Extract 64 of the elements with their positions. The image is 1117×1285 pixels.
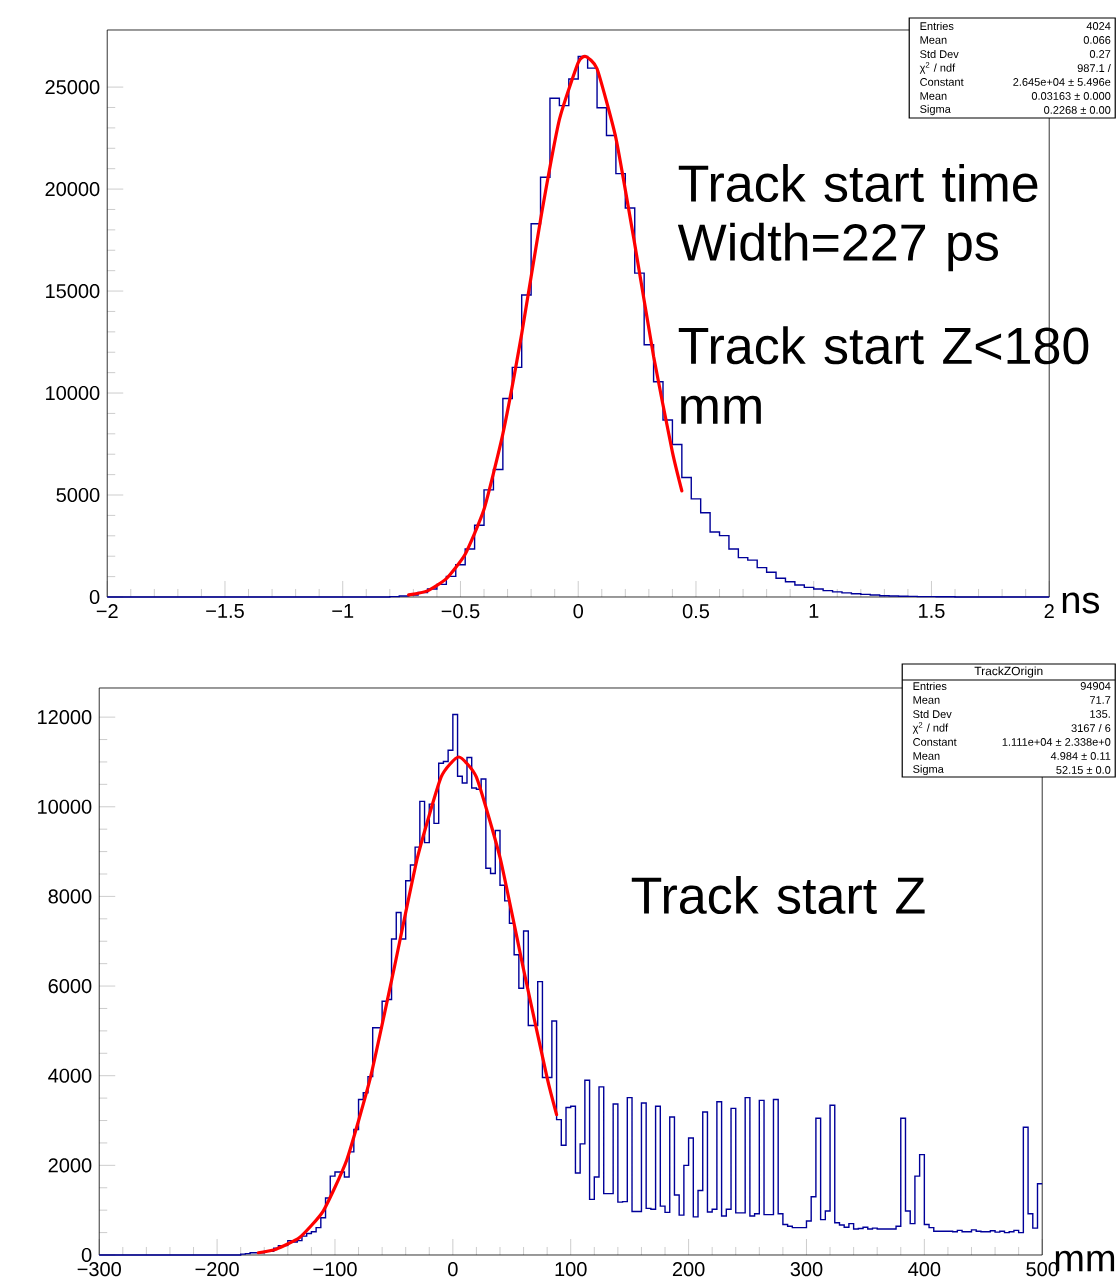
- annotation: Sigma: [920, 104, 951, 116]
- x-tick-label: −0.5: [441, 604, 480, 619]
- text: 0.066: [1083, 36, 1111, 44]
- x-tick-label: 100: [555, 1262, 587, 1277]
- text: 4024: [1086, 22, 1111, 30]
- text: 0.27: [1089, 50, 1111, 58]
- x-tick-label: 1: [809, 604, 819, 618]
- annotation: 1.111e+04 ± 2.338e+0: [1002, 738, 1111, 746]
- text: 71.7: [1089, 696, 1111, 704]
- annotation: Std Dev: [920, 49, 959, 59]
- text: 94904: [1080, 682, 1111, 690]
- text: 987.1 /: [1077, 63, 1111, 73]
- x-tick-label: −100: [313, 1262, 357, 1277]
- annotation: Width=227 ps: [677, 222, 998, 272]
- text: 3167 / 6: [1071, 723, 1111, 733]
- annotation: Mean: [913, 696, 940, 704]
- text: TrackZOrigin: [974, 666, 1043, 678]
- annotation: 2.645e+04 ± 5.496e: [1013, 78, 1111, 86]
- y-tick-label: 5000: [56, 487, 100, 503]
- annotation: Track start time: [678, 163, 1038, 203]
- y-tick-label: 15000: [45, 283, 100, 299]
- x-tick-label: 400: [908, 1262, 941, 1277]
- annotation: Track start Z: [631, 875, 925, 915]
- x-tick-label: 2: [1044, 604, 1054, 619]
- x-tick-label: −300: [77, 1262, 121, 1277]
- x-tick-label: −1: [332, 604, 354, 618]
- annotation: χ$^{2}$ / ndf: [912, 722, 949, 734]
- x-tick-label: 300: [790, 1262, 823, 1277]
- x-tick-label: 0: [573, 604, 583, 619]
- x-tick-label: 0: [447, 1262, 458, 1277]
- y-tick-label: 6000: [48, 978, 92, 994]
- x-tick-label: 1.5: [918, 604, 945, 619]
- y-tick-label: 8000: [48, 889, 92, 904]
- annotation: Constant: [913, 738, 957, 746]
- text: 52.15 ± 0.0: [1056, 766, 1111, 774]
- x-tick-label: 0.5: [682, 604, 709, 619]
- annotation: Std Dev: [913, 709, 952, 719]
- annotation: Entries: [913, 681, 947, 691]
- x-tick-label: −200: [195, 1262, 239, 1277]
- y-tick-label: 10000: [45, 385, 100, 401]
- y-tick-label: 4000: [48, 1068, 92, 1083]
- annotation: Mean: [920, 36, 947, 44]
- annotation: Entries: [920, 21, 954, 31]
- annotation: Sigma: [913, 764, 944, 776]
- annotation: Mean: [920, 92, 947, 100]
- y-tick-label: 2000: [48, 1158, 92, 1173]
- y-tick-label: 10000: [37, 799, 92, 814]
- y-tick-label: 0: [81, 1247, 92, 1263]
- annotation: χ$^{2}$ / ndf: [919, 62, 956, 74]
- y-tick-label: 12000: [37, 710, 92, 725]
- y-tick-label: 0: [89, 589, 100, 605]
- x-tick-label: 200: [672, 1262, 705, 1277]
- x-axis-title: ns: [1062, 592, 1099, 614]
- x-tick-label: −2: [96, 604, 118, 619]
- x-tick-label: −1.5: [206, 604, 244, 619]
- annotation: 0.03163 ± 0.000: [1031, 92, 1111, 100]
- annotation: Constant: [920, 78, 964, 86]
- text: 135.: [1090, 710, 1110, 718]
- y-tick-label: 20000: [45, 182, 100, 197]
- y-tick-label: 25000: [45, 80, 100, 95]
- annotation: 0.2268 ± 0.00: [1043, 106, 1111, 114]
- annotation: Mean: [913, 752, 940, 760]
- text: 4.984 ± 0.11: [1050, 752, 1111, 760]
- x-axis-title: mm: [1055, 1250, 1114, 1272]
